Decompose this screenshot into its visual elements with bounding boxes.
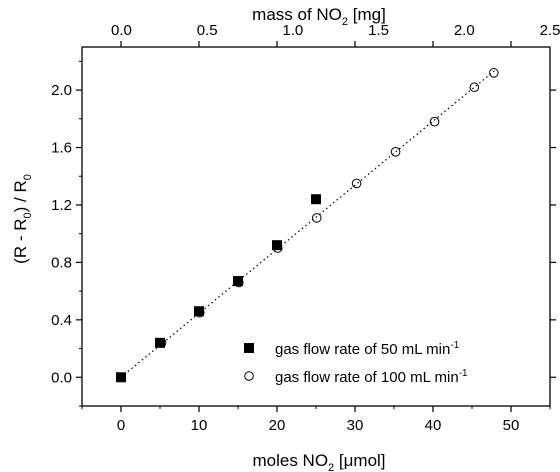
y-tick-label: 0.0 xyxy=(51,369,72,386)
top-x-axis-title: mass of NO2 [mg] xyxy=(252,5,386,28)
y-tick-label: 2.0 xyxy=(51,82,72,99)
legend: gas flow rate of 50 mL min-1 gas flow ra… xyxy=(244,340,468,386)
legend-marker-filled-square xyxy=(244,343,254,353)
data-points xyxy=(116,68,499,383)
top-x-axis-ticks: 0.0 0.5 1.0 1.5 2.0 2.5 xyxy=(111,22,560,39)
data-point-circle xyxy=(469,82,480,93)
data-point-circle xyxy=(116,372,126,383)
x-tick-label: 0 xyxy=(117,417,125,434)
legend-label-100: gas flow rate of 100 mL min-1 xyxy=(275,368,468,386)
data-point-square xyxy=(116,372,126,383)
top-x-tick-label: 1.0 xyxy=(282,22,303,39)
y-axis-title: (R - R0) / R0 xyxy=(11,174,34,264)
y-axis-ticks: 0.0 0.4 0.8 1.2 1.6 2.0 xyxy=(51,60,556,407)
top-x-tick-label: 0.0 xyxy=(111,22,132,39)
data-point-square xyxy=(155,337,165,348)
data-point-circle xyxy=(233,277,244,288)
x-tick-label: 40 xyxy=(425,417,442,434)
y-tick-label: 0.4 xyxy=(51,312,72,329)
data-point-square xyxy=(311,194,321,205)
data-point-circle xyxy=(194,307,205,318)
x-tick-label: 10 xyxy=(191,417,208,434)
legend-label-50: gas flow rate of 50 mL min-1 xyxy=(275,340,460,358)
top-x-tick-label: 2.0 xyxy=(454,22,475,39)
legend-marker-open-circle xyxy=(244,371,254,381)
data-point-circle xyxy=(156,338,167,348)
data-point-circle xyxy=(272,243,283,253)
x-tick-label: 50 xyxy=(503,417,520,434)
data-point-circle xyxy=(489,68,499,78)
fit-line-group xyxy=(120,69,496,378)
data-point-circle xyxy=(311,213,322,223)
top-x-tick-label: 1.5 xyxy=(368,22,389,39)
y-tick-label: 0.8 xyxy=(51,254,72,271)
top-x-tick-label: 0.5 xyxy=(197,22,218,39)
data-point-square xyxy=(272,240,282,251)
plot-frame xyxy=(81,46,551,407)
data-point-square xyxy=(233,276,243,287)
y-tick-label: 1.2 xyxy=(51,197,72,214)
x-axis-title: moles NO2 [μmol] xyxy=(252,451,385,472)
x-tick-label: 30 xyxy=(347,417,364,434)
y-tick-label: 1.6 xyxy=(51,140,72,157)
fit-line xyxy=(120,69,496,378)
data-point-circle xyxy=(351,178,362,189)
data-point-circle xyxy=(429,116,440,127)
data-point-square xyxy=(194,306,204,317)
top-x-tick-label: 2.5 xyxy=(540,22,560,39)
data-point-circle xyxy=(390,147,401,157)
x-tick-label: 20 xyxy=(269,417,286,434)
